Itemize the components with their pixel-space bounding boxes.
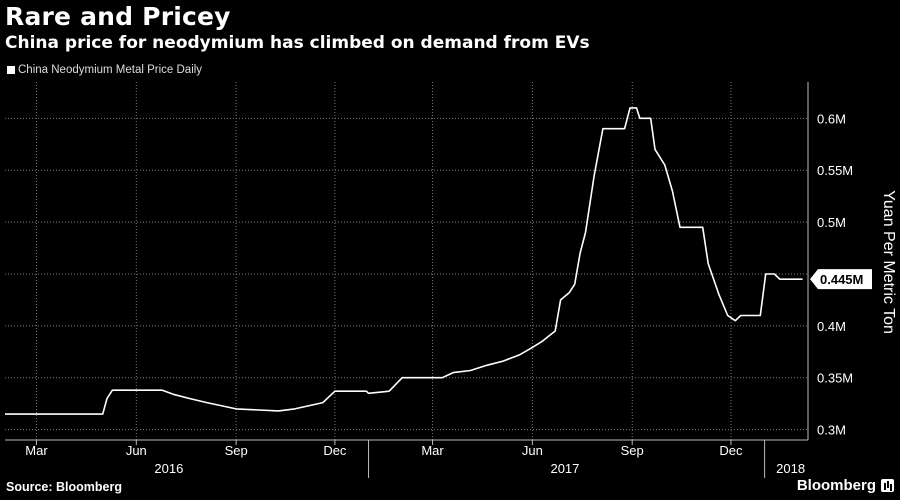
y-tick-label: 0.55M [817,163,853,178]
x-tick-label: Sep [225,443,248,458]
x-tick-label: Jun [522,443,543,458]
chart-subtitle: China price for neodymium has climbed on… [5,33,590,53]
last-value-callout [810,269,872,290]
y-tick-label: 0.35M [817,371,853,386]
y-tick-label: 0.3M [817,423,846,438]
y-tick-label: 0.6M [817,111,846,126]
x-tick-label: Jun [126,443,147,458]
x-tick-label: Dec [323,443,347,458]
x-tick-label: Sep [621,443,644,458]
x-tick-label: Mar [421,443,444,458]
brand-logo: Bloomberg [797,477,894,494]
y-tick-label: 0.5M [817,215,846,230]
legend-label: China Neodymium Metal Price Daily [18,64,203,76]
legend: China Neodymium Metal Price Daily [7,64,202,76]
y-tick-label: 0.4M [817,319,846,334]
year-label: 2017 [550,461,579,476]
year-label: 2016 [154,461,183,476]
year-label: 2018 [776,461,805,476]
y-axis-title: Yuan Per Metric Ton [880,190,897,334]
x-tick-label: Mar [25,443,48,458]
legend-swatch [7,66,15,74]
last-value-label: 0.445M [820,272,863,287]
source-note: Source: Bloomberg [6,480,122,494]
bloomberg-icon [881,479,894,492]
brand-text: Bloomberg [796,477,876,494]
chart-title: Rare and Pricey [5,2,231,31]
series-line [5,107,803,415]
x-tick-label: Dec [719,443,743,458]
